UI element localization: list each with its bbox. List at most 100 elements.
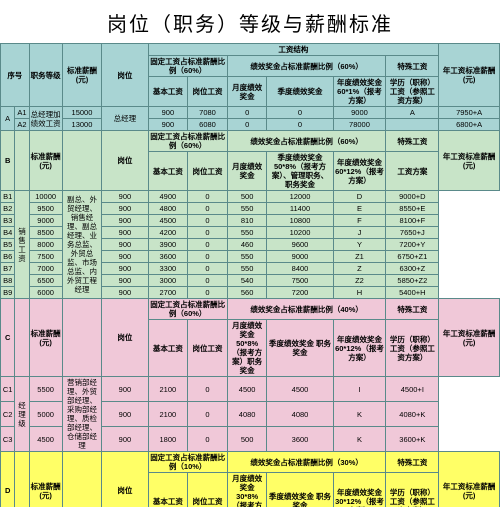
cell: 550: [227, 251, 267, 263]
d-label: D: [1, 452, 15, 507]
hdr-perf: 绩效奖金占标准薪酬比例（60%）: [227, 56, 386, 77]
cell: F: [333, 215, 386, 227]
cell: 900: [102, 377, 148, 402]
cell: 6800+A: [439, 119, 500, 131]
cell: 学历（职称）工资（参照工资方案）: [386, 320, 439, 377]
hdr-struct: 工资结构: [148, 44, 439, 56]
cell: 季度绩效奖金 职务奖金: [267, 473, 333, 507]
cell: 78000: [333, 119, 386, 131]
cell: 5000: [29, 402, 62, 427]
cell: E: [333, 203, 386, 215]
cell: 540: [227, 275, 267, 287]
cell: 岗位: [102, 299, 148, 377]
cell: 900: [102, 402, 148, 427]
cell: 9000: [333, 107, 386, 119]
cell: 10000: [29, 191, 62, 203]
cell: 7200: [267, 287, 333, 299]
cell: 15000: [62, 107, 102, 119]
cell: 4500: [148, 215, 188, 227]
cell: 4500+I: [386, 377, 439, 402]
cell: B3: [1, 215, 15, 227]
cell: 4500: [267, 377, 333, 402]
cell: 3300: [148, 263, 188, 275]
hdr-pos: 岗位: [102, 44, 148, 107]
cell: 4200: [148, 227, 188, 239]
cell: 12000: [267, 191, 333, 203]
cell: D: [333, 191, 386, 203]
cell: 6500: [29, 275, 62, 287]
cell: 900: [102, 251, 148, 263]
cell: 绩效奖金占标准薪酬比例（30%）: [227, 452, 386, 473]
cell: 4500: [227, 377, 267, 402]
cell: 0: [267, 107, 333, 119]
cell: 3600: [267, 427, 333, 452]
cell: 特殊工资: [386, 299, 439, 320]
cell: 4800: [148, 203, 188, 215]
cell: 6000: [29, 287, 62, 299]
a-label: A: [1, 107, 15, 131]
cell: 500: [227, 191, 267, 203]
cell: 13000: [62, 119, 102, 131]
hdr-no: 序号: [1, 44, 30, 107]
cell: 固定工资占标准薪酬比例（60%）: [148, 299, 227, 320]
cell: H: [333, 287, 386, 299]
cell: 工资方案: [386, 152, 439, 191]
hdr-fixed: 固定工资占标准薪酬比例（60%）: [148, 56, 227, 77]
cell: 2700: [148, 287, 188, 299]
cell: 月度绩效奖金: [227, 152, 267, 191]
c-label: C: [1, 299, 15, 377]
cell: Z2: [333, 275, 386, 287]
cell: 9500: [29, 203, 62, 215]
cell: 900: [102, 215, 148, 227]
cell: 绩效奖金占标准薪酬比例（40%）: [227, 299, 386, 320]
cell: 3600: [148, 251, 188, 263]
cell: 900: [102, 263, 148, 275]
cell: 季度绩效奖金 职务奖金: [267, 320, 333, 377]
cell: 3000: [148, 275, 188, 287]
cell: 年工资标准薪酬(元): [439, 299, 500, 377]
cell: B9: [1, 287, 15, 299]
cell: 4500: [29, 427, 62, 452]
b-label: B: [1, 131, 15, 191]
cell: B8: [1, 275, 15, 287]
cell: 固定工资占标准薪酬比例（10%）: [148, 452, 227, 473]
cell: 7950+A: [439, 107, 500, 119]
cell: 标准薪酬(元): [29, 299, 62, 377]
cell: 1800: [148, 427, 188, 452]
cell: 8400: [267, 263, 333, 275]
cell: 月度绩效奖金 50*8%（报考方案）职务奖金: [227, 320, 267, 377]
cell: 0: [188, 377, 228, 402]
cell: 2100: [148, 402, 188, 427]
cell: 550: [227, 203, 267, 215]
hdr-std: 标准薪酬(元): [62, 44, 102, 107]
cell: 0: [188, 427, 228, 452]
cell: 岗位: [102, 131, 148, 191]
cell: 460: [227, 239, 267, 251]
cell: 4080: [227, 402, 267, 427]
cell: 7650+J: [386, 227, 439, 239]
cell: 绩效奖金占标准薪酬比例（60%）: [227, 131, 386, 152]
cell: J: [333, 227, 386, 239]
cell: 7000: [29, 263, 62, 275]
cell: 810: [227, 215, 267, 227]
cell: K: [333, 427, 386, 452]
hdr-s3: 月度绩效奖金: [227, 77, 267, 107]
cell: 销售工资: [15, 191, 29, 299]
cell: 基本工资: [148, 473, 188, 507]
cell: 550: [227, 227, 267, 239]
cell: 0: [188, 275, 228, 287]
cell: 900: [102, 203, 148, 215]
cell: 学历（职称）工资（参照工资方案）: [386, 473, 439, 507]
hdr-s4: 季度绩效奖金: [267, 77, 333, 107]
cell: 年度绩效奖金60*12%（报考方案）: [333, 152, 386, 191]
salary-table: 序号 职务等级 标准薪酬(元) 岗位 工资结构 年工资标准薪酬(元) 固定工资占…: [0, 43, 500, 507]
cell: 岗位工资: [188, 473, 228, 507]
cell: 3900: [148, 239, 188, 251]
cell: A: [386, 107, 439, 119]
cell: 9000: [29, 215, 62, 227]
cell: 副总、外贸经理、销售经理、副总经理、业务总监、外贸总监、市场总监、内外贸工程经理: [62, 191, 102, 299]
cell: 总经理: [102, 107, 148, 131]
cell: 900: [148, 119, 188, 131]
cell: K: [333, 402, 386, 427]
cell: 3600+K: [386, 427, 439, 452]
